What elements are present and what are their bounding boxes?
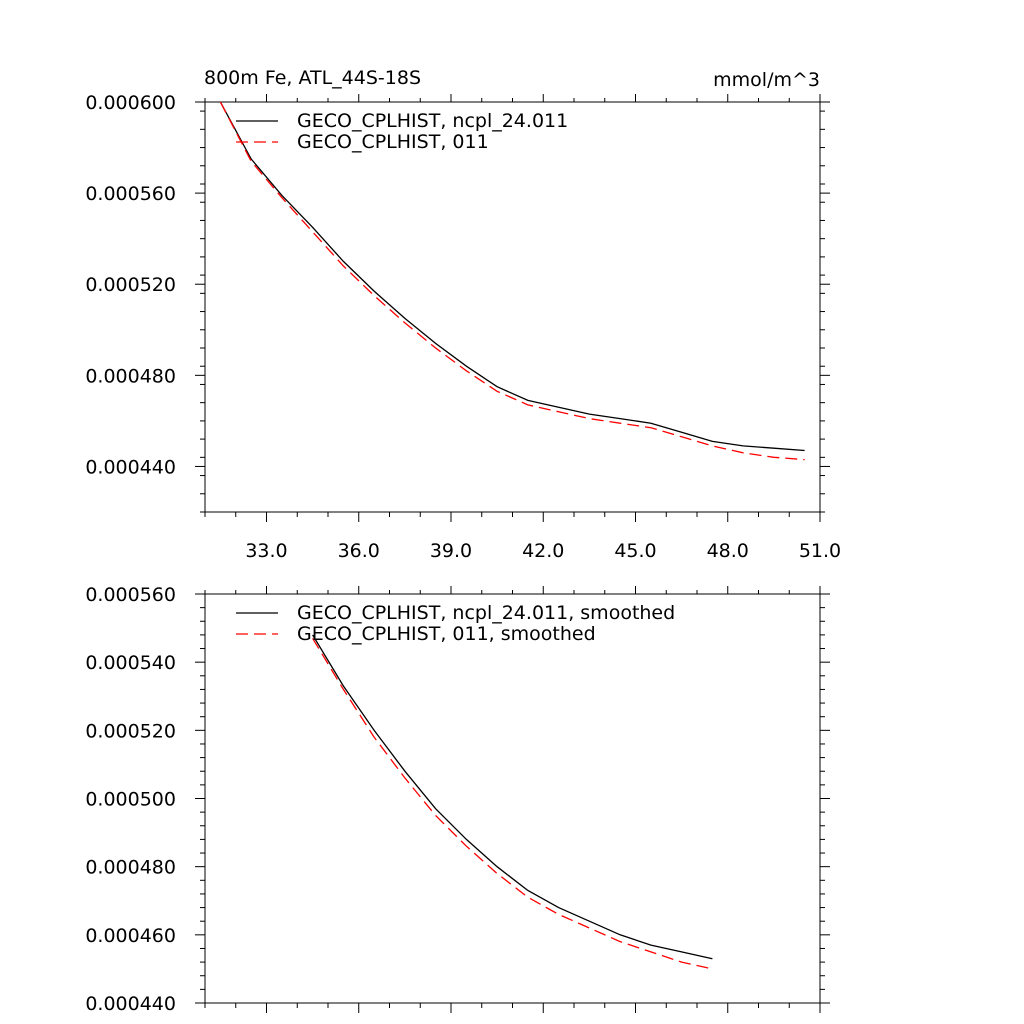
x-tick-label: 33.0 — [245, 540, 287, 562]
chart-title: 800m Fe, ATL_44S-18S — [204, 67, 421, 89]
y-tick-label: 0.000460 — [85, 925, 176, 947]
legend-label: GECO_CPLHIST, 011, smoothed — [297, 623, 596, 645]
x-tick-label: 51.0 — [799, 540, 841, 562]
x-tick-label: 42.0 — [522, 540, 564, 562]
series-line-1 — [219, 101, 805, 461]
plot-frame — [204, 593, 821, 1004]
top-plot-panel: 33.0 36.0 39.0 42.0 45.0 48.0 51.0 0.000440 0.00… — [85, 92, 841, 562]
bottom-plot-panel: 0.000440 0.000460 0.000480 0.000500 0.000520… — [85, 584, 830, 1015]
y-tick-label: 0.000440 — [85, 993, 176, 1015]
y-tick-label: 0.000600 — [85, 92, 176, 114]
legend-label: GECO_CPLHIST, ncpl_24.011, smoothed — [297, 602, 675, 624]
y-tick-label: 0.000480 — [85, 365, 176, 387]
series-line-1 — [312, 637, 713, 970]
y-tick-label: 0.000560 — [85, 584, 176, 606]
legend-label: GECO_CPLHIST, ncpl_24.011 — [297, 110, 568, 132]
x-tick-label: 45.0 — [614, 540, 656, 562]
series-line-0 — [219, 101, 805, 452]
y-tick-label: 0.000520 — [85, 720, 176, 742]
x-tick-label: 39.0 — [430, 540, 472, 562]
x-tick-label: 48.0 — [707, 540, 749, 562]
y-tick-label: 0.000520 — [85, 274, 176, 296]
x-tick-label: 36.0 — [338, 540, 380, 562]
legend-label: GECO_CPLHIST, 011 — [297, 131, 489, 153]
y-tick-label: 0.000440 — [85, 456, 176, 478]
y-tick-label: 0.000500 — [85, 789, 176, 811]
y-tick-label: 0.000560 — [85, 183, 176, 205]
y-tick-label: 0.000480 — [85, 857, 176, 879]
series-line-0 — [312, 634, 713, 960]
units-label: mmol/m^3 — [713, 69, 820, 91]
y-tick-label: 0.000540 — [85, 652, 176, 674]
plot-frame — [204, 101, 821, 513]
